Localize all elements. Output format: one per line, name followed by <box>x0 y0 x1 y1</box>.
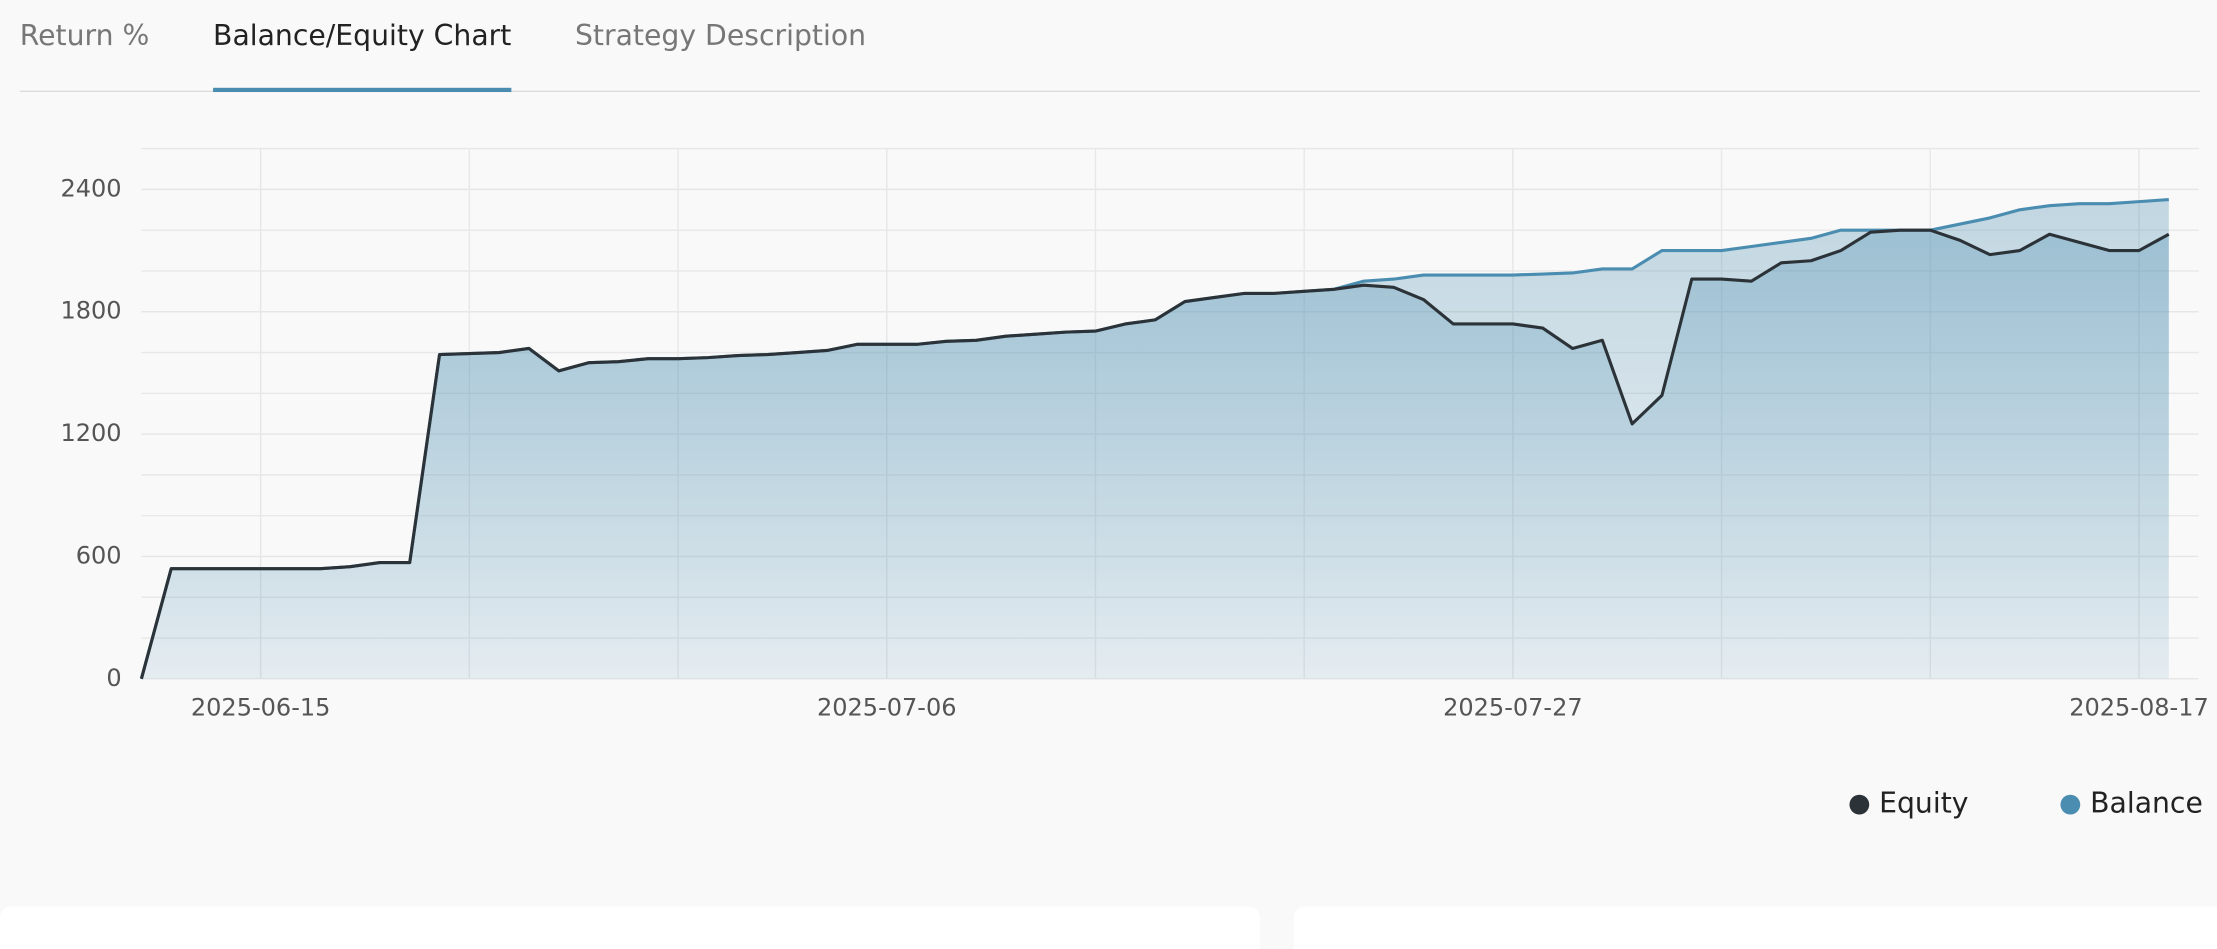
y-tick-label: 2400 <box>60 174 121 202</box>
tab[interactable]: Balance/Equity Chart <box>213 19 511 52</box>
legend-marker[interactable] <box>2060 794 2081 815</box>
y-tick-label: 0 <box>106 664 121 692</box>
tab[interactable]: Return % <box>20 19 150 52</box>
series-line <box>139 228 2170 680</box>
y-tick-label: 600 <box>76 541 122 569</box>
tab-underline <box>213 87 512 93</box>
legend-label[interactable]: Equity <box>1879 787 1968 820</box>
legend-marker[interactable] <box>1849 794 1870 815</box>
x-tick-label: 2025-08-17 <box>2069 694 2209 722</box>
x-tick-label: 2025-06-15 <box>191 694 331 722</box>
card <box>0 906 1260 949</box>
x-tick-label: 2025-07-27 <box>1443 694 1583 722</box>
legend-label[interactable]: Balance <box>2090 787 2203 820</box>
tab[interactable]: Strategy Description <box>575 19 866 52</box>
y-tick-label: 1800 <box>60 297 121 325</box>
y-tick-label: 1200 <box>60 419 121 447</box>
x-tick-label: 2025-07-06 <box>817 694 957 722</box>
card <box>1293 906 2217 949</box>
area-fill <box>141 199 2169 679</box>
